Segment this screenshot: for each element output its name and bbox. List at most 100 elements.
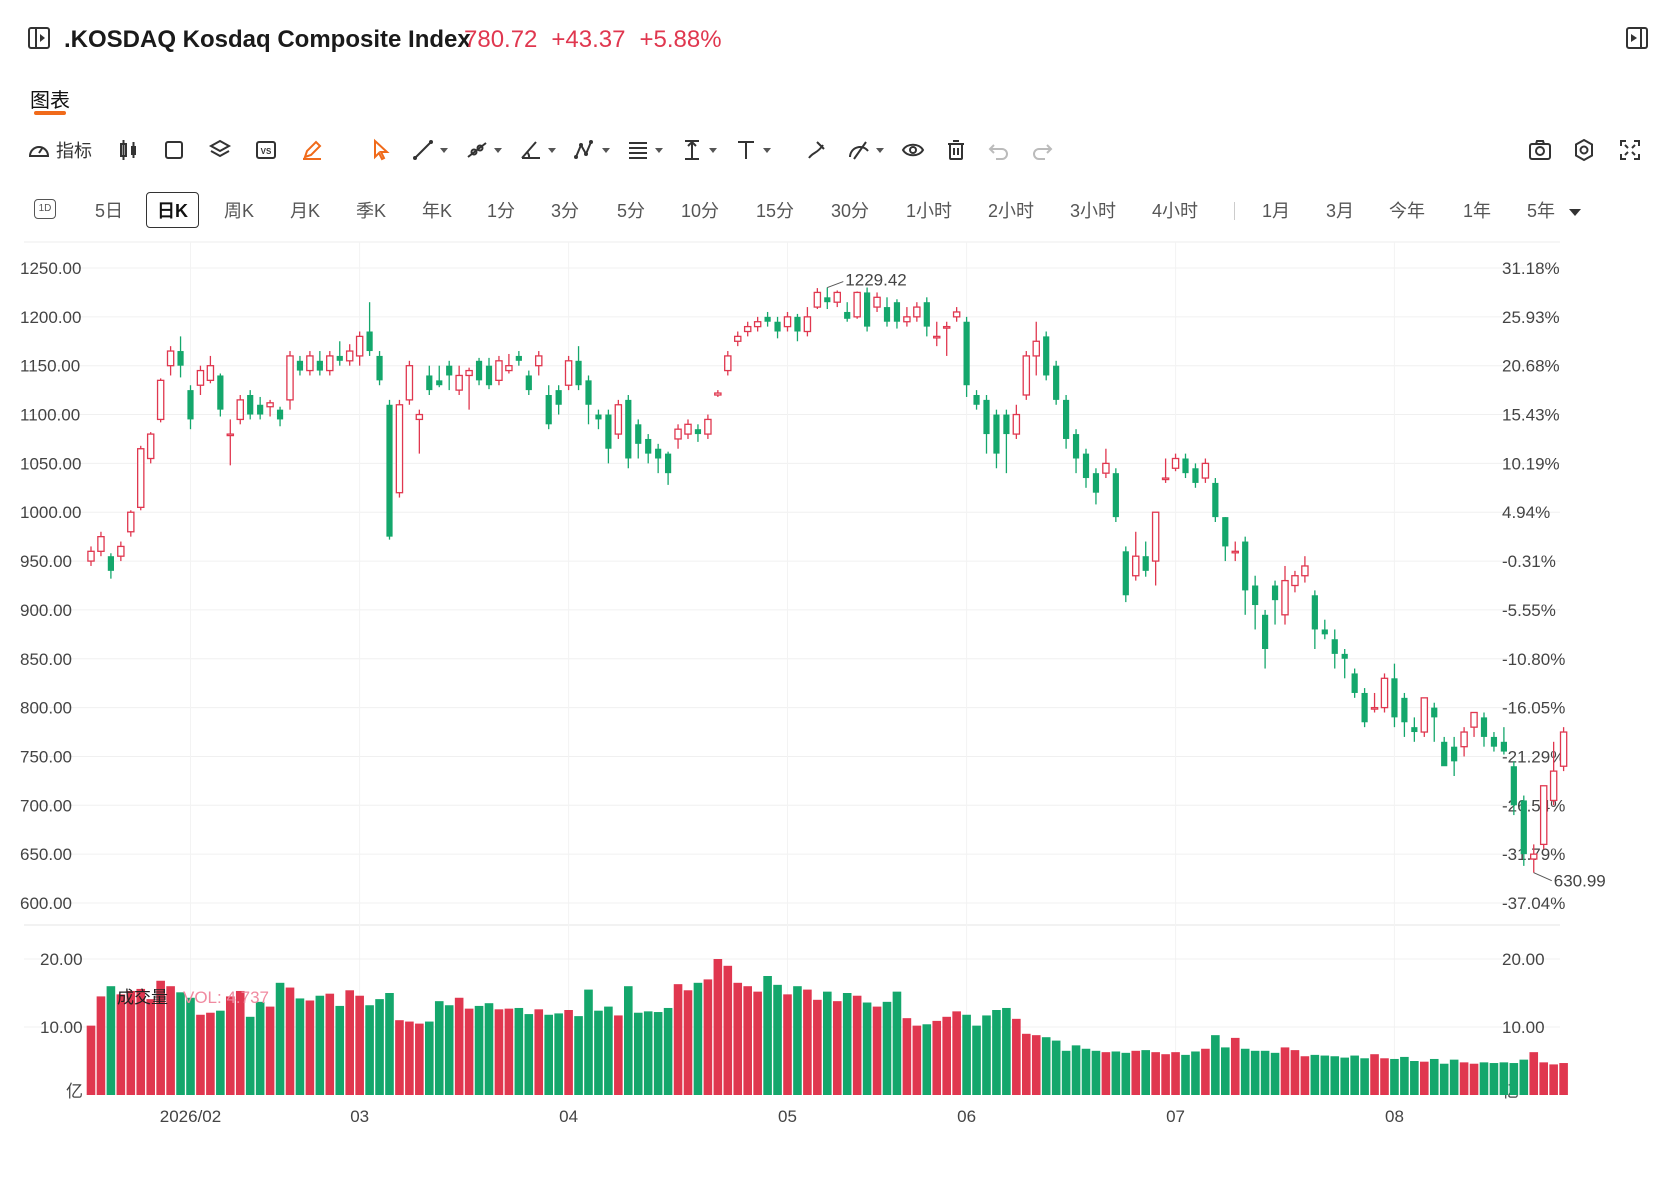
candle-body <box>1470 711 1478 728</box>
period-5d[interactable]: 5日 <box>95 201 124 221</box>
trend-line-button[interactable] <box>410 134 448 166</box>
volume-bar <box>554 1013 563 1095</box>
period-3h[interactable]: 3小时 <box>1070 201 1117 221</box>
volume-bar <box>245 1016 255 1095</box>
candle <box>794 313 801 342</box>
collapse-panel-icon[interactable] <box>1626 27 1648 49</box>
pen-button[interactable] <box>299 134 325 166</box>
indicators-button[interactable]: 指标 <box>26 134 92 166</box>
candle <box>1549 741 1558 806</box>
candle-type-button[interactable] <box>116 134 142 166</box>
volume-bar <box>1390 1058 1399 1095</box>
camera-icon <box>1529 140 1551 160</box>
candle-body <box>625 399 632 459</box>
fib-button[interactable] <box>625 134 663 166</box>
rectangle-button[interactable] <box>161 134 187 166</box>
candle-body <box>187 390 194 420</box>
candle-body <box>247 395 254 415</box>
screenshot-button[interactable] <box>1527 134 1553 166</box>
tab-chart[interactable]: 图表 <box>30 90 70 112</box>
measure-button[interactable] <box>846 134 884 166</box>
candle-body <box>1092 473 1100 493</box>
period-range-5y[interactable]: 5年 <box>1527 197 1582 223</box>
candle-body <box>236 399 244 421</box>
candle <box>833 290 842 308</box>
y-tick-label-pct: 15.43% <box>1502 406 1560 425</box>
candle-body <box>724 355 732 372</box>
period-monthly[interactable]: 月K <box>290 201 321 221</box>
period-quarterly[interactable]: 季K <box>356 201 387 221</box>
period-yearly[interactable]: 年K <box>422 201 453 221</box>
y-tick-label: 650.00 <box>20 845 72 864</box>
candle-body <box>753 321 762 328</box>
y-tick-label-pct: -21.29% <box>1502 747 1565 766</box>
y-tick-label: 1150.00 <box>20 357 80 376</box>
candle-body <box>575 360 582 386</box>
candle-body <box>1431 707 1438 718</box>
text-button[interactable] <box>733 134 771 166</box>
ray-button[interactable] <box>464 134 502 166</box>
angle-button[interactable] <box>518 134 556 166</box>
delete-button[interactable] <box>943 134 969 166</box>
volume-bar <box>1310 1054 1320 1095</box>
volume-bar <box>1479 1062 1489 1095</box>
candle-body <box>1212 482 1219 518</box>
sidebar-toggle-icon[interactable] <box>28 27 50 49</box>
candle-body <box>1370 706 1379 710</box>
period-1h[interactable]: 1小时 <box>906 201 953 221</box>
vertical-line-button[interactable] <box>679 134 717 166</box>
volume-bar <box>1171 1052 1180 1095</box>
period-daily[interactable]: 日K <box>146 192 199 228</box>
period-30min[interactable]: 30分 <box>831 201 870 221</box>
layers-button[interactable] <box>207 134 233 166</box>
candle <box>1520 795 1527 866</box>
period-1min[interactable]: 1分 <box>487 201 516 221</box>
fullscreen-button[interactable] <box>1617 134 1643 166</box>
candle <box>156 378 165 423</box>
period-range-ytd[interactable]: 今年 <box>1389 201 1425 221</box>
candle <box>345 344 354 366</box>
candle-body <box>864 292 871 327</box>
volume-bar <box>882 1001 892 1095</box>
candle-body <box>1053 365 1060 400</box>
y-tick-label-pct: -37.04% <box>1502 894 1565 913</box>
volume-bar <box>434 1001 444 1095</box>
undo-button[interactable] <box>986 134 1012 166</box>
candle-body <box>555 390 562 405</box>
period-1d-button[interactable]: 1D <box>34 199 56 219</box>
period-range-1m[interactable]: 1月 <box>1262 201 1291 221</box>
candle <box>1142 541 1149 577</box>
candle <box>1380 673 1389 713</box>
period-4h[interactable]: 4小时 <box>1152 201 1199 221</box>
y-tick-label: 1050.00 <box>20 454 81 473</box>
settings-button[interactable] <box>1571 134 1597 166</box>
pattern-button[interactable] <box>572 134 610 166</box>
candle <box>326 351 334 376</box>
y-tick-label: 700.00 <box>20 796 72 815</box>
period-range-1y[interactable]: 1年 <box>1463 201 1492 221</box>
candle <box>426 365 433 395</box>
period-5min[interactable]: 5分 <box>617 201 646 221</box>
compare-button[interactable]: VS <box>253 134 279 166</box>
volume-bar <box>1031 1035 1041 1095</box>
cursor-button[interactable] <box>368 134 394 166</box>
redo-button[interactable] <box>1029 134 1055 166</box>
brush-button[interactable] <box>803 134 829 166</box>
period-2h[interactable]: 2小时 <box>988 201 1035 221</box>
volume-bar <box>255 1001 265 1095</box>
candle <box>1291 570 1299 593</box>
period-weekly[interactable]: 周K <box>224 201 255 221</box>
period-10min[interactable]: 10分 <box>681 201 720 221</box>
volume-bar <box>1151 1052 1160 1095</box>
candle-body <box>1171 457 1180 469</box>
candle-body <box>1222 517 1229 547</box>
volume-bar <box>1380 1058 1389 1095</box>
volume-bar <box>275 982 285 1095</box>
period-range-3m[interactable]: 3月 <box>1326 201 1355 221</box>
candle <box>545 385 552 430</box>
chart-canvas[interactable]: 1250.00 1200.00 1150.00 1100.00 1050.00 1000.… <box>0 240 1659 1191</box>
visibility-button[interactable] <box>900 134 926 166</box>
candle-body <box>1420 697 1429 733</box>
period-3min[interactable]: 3分 <box>551 201 580 221</box>
period-15min[interactable]: 15分 <box>756 201 795 221</box>
